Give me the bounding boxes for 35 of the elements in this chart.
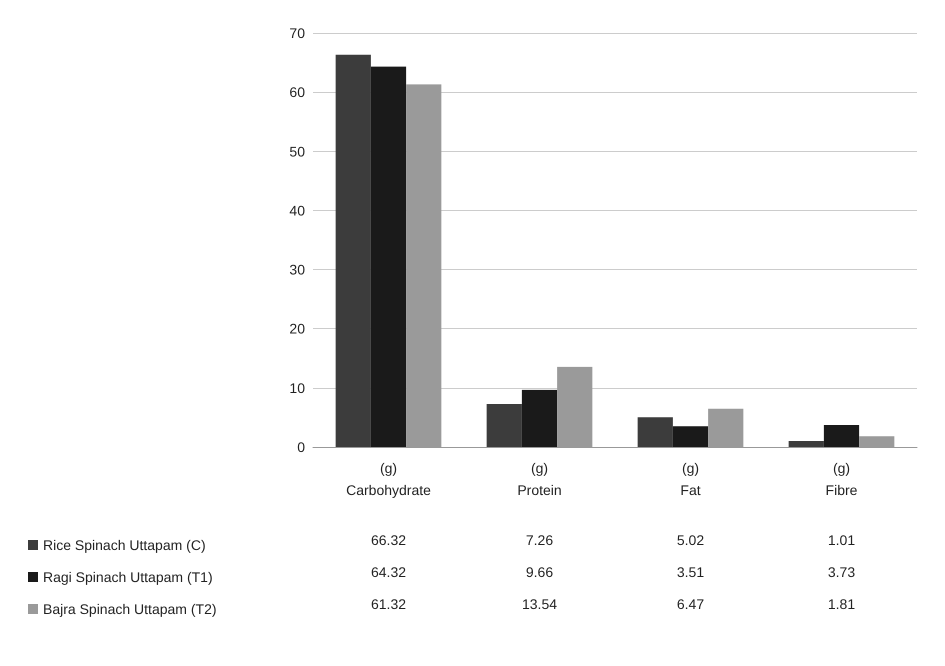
data-label: 3.73 <box>828 564 856 580</box>
y-tick-label: 60 <box>289 84 306 100</box>
data-label: 61.32 <box>370 596 406 612</box>
data-label: 3.51 <box>676 564 704 580</box>
data-label: 13.54 <box>522 596 558 612</box>
data-label: 9.66 <box>526 564 554 580</box>
bar <box>522 390 558 447</box>
data-label: 7.26 <box>526 532 554 548</box>
bar <box>638 417 673 447</box>
x-tick-label: (g) Protein <box>517 460 562 498</box>
data-label: 66.32 <box>370 532 406 548</box>
x-tick-label: (g) Carbohydrate <box>346 460 432 498</box>
bar <box>486 404 522 447</box>
y-tick-label: 0 <box>297 439 306 455</box>
data-label: 6.47 <box>676 596 704 612</box>
y-tick-label: 70 <box>289 25 306 41</box>
y-tick-label: 20 <box>289 320 306 337</box>
legend-label: Bajra Spinach Uttapam (T2) <box>43 601 217 617</box>
legend-label: Ragi Spinach Uttapam (T1) <box>43 569 213 585</box>
x-tick-label: (g) Fat <box>680 460 701 498</box>
bar <box>370 66 406 447</box>
bar <box>336 54 371 447</box>
x-tick-label: (g) Fibre <box>826 460 858 498</box>
y-tick-label: 40 <box>289 202 306 218</box>
y-tick-label: 50 <box>289 143 306 160</box>
y-tick-label: 30 <box>289 262 306 278</box>
data-label: 64.32 <box>370 564 406 580</box>
y-tick-label: 10 <box>289 380 306 396</box>
legend-label: Rice Spinach Uttapam (C) <box>43 537 206 553</box>
data-label: 5.02 <box>676 532 704 548</box>
data-label: 1.81 <box>828 596 856 612</box>
data-label: 1.01 <box>828 532 856 548</box>
bar <box>672 426 708 447</box>
bar <box>824 424 860 447</box>
bar <box>788 441 824 447</box>
